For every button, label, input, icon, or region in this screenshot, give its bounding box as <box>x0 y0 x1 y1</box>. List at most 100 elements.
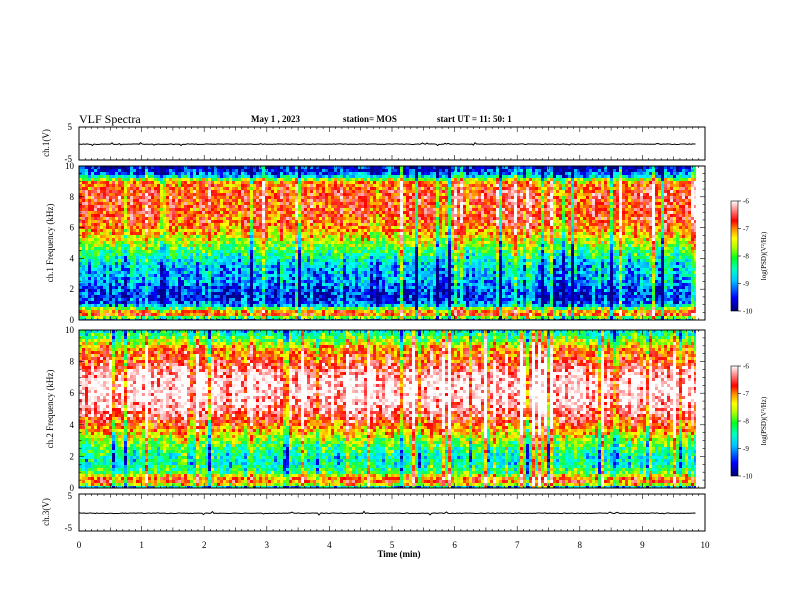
spectrogram-cell <box>100 238 104 242</box>
spectrogram-cell <box>181 223 185 227</box>
spectrogram-cell <box>106 310 110 314</box>
spectrogram-cell <box>127 199 131 203</box>
spectrogram-cell <box>322 286 326 290</box>
spectrogram-cell <box>277 313 281 317</box>
spectrogram-cell <box>199 247 203 251</box>
spectrogram-cell <box>100 256 104 260</box>
spectrogram-cell <box>130 298 134 302</box>
spectrogram-cell <box>277 187 281 191</box>
spectrogram-cell <box>316 178 320 182</box>
spectrogram-cell <box>271 187 275 191</box>
spectrogram-cell <box>283 274 287 278</box>
spectrogram-cell <box>301 184 305 188</box>
spectrogram-cell <box>91 256 95 260</box>
spectrogram-cell <box>142 169 146 173</box>
spectrogram-cell <box>133 208 137 212</box>
spectrogram-cell <box>274 316 278 320</box>
ch1-ytick-5: 5 <box>68 122 73 132</box>
spectrogram-cell <box>310 166 314 170</box>
spectrogram-cell <box>352 217 356 221</box>
spectrogram-cell <box>331 175 335 179</box>
spectrogram-cell <box>208 181 212 185</box>
spectrogram-cell <box>196 298 200 302</box>
spectrogram-cell <box>283 193 287 197</box>
spectrogram-cell <box>340 313 344 317</box>
spectrogram-cell <box>154 226 158 230</box>
spectrogram-cell <box>274 202 278 206</box>
spectrogram-cell <box>109 247 113 251</box>
spectrogram-cell <box>88 259 92 263</box>
spectrogram-cell <box>199 274 203 278</box>
spectrogram-cell <box>319 208 323 212</box>
spectrogram-cell <box>154 292 158 296</box>
spectrogram-cell <box>148 238 152 242</box>
spectrogram-cell <box>103 298 107 302</box>
spectrogram-cell <box>112 175 116 179</box>
spectrogram-cell <box>235 307 239 311</box>
spectrogram-cell <box>295 175 299 179</box>
spectrogram-cell <box>334 178 338 182</box>
spectrogram-cell <box>343 295 347 299</box>
spectrogram-cell <box>235 178 239 182</box>
spectrogram-cell <box>91 292 95 296</box>
spectrogram-cell <box>130 244 134 248</box>
spectrogram-cell <box>133 307 137 311</box>
spectrogram-cell <box>223 229 227 233</box>
spectrogram-cell <box>271 247 275 251</box>
spectrogram-cell <box>259 211 263 215</box>
spectrogram-cell <box>217 217 221 221</box>
spectrogram-cell <box>175 277 179 281</box>
spectrogram-cell <box>280 184 284 188</box>
spectrogram-cell <box>250 277 254 281</box>
spectrogram-cell <box>307 220 311 224</box>
spectrogram-cell <box>139 193 143 197</box>
spectrogram-cell <box>337 223 341 227</box>
spectrogram-cell <box>196 175 200 179</box>
spectrogram-cell <box>295 283 299 287</box>
spectrogram-cell <box>286 169 290 173</box>
spectrogram-cell <box>127 250 131 254</box>
spectrogram-cell <box>223 259 227 263</box>
spectrogram-cell <box>259 268 263 272</box>
spectrogram-cell <box>349 307 353 311</box>
spectrogram-cell <box>241 226 245 230</box>
spectrogram-cell <box>292 214 296 218</box>
spectrogram-cell <box>181 199 185 203</box>
spectrogram-cell <box>199 253 203 257</box>
spectrogram-cell <box>241 214 245 218</box>
spectrogram-cell <box>187 271 191 275</box>
spectrogram-cell <box>295 226 299 230</box>
spectrogram-cell <box>187 280 191 284</box>
spectrogram-cell <box>214 259 218 263</box>
spectrogram-cell <box>229 220 233 224</box>
spectrogram-cell <box>337 247 341 251</box>
spectrogram-cell <box>145 298 149 302</box>
spectrogram-cell <box>97 232 101 236</box>
spectrogram-cell <box>106 226 110 230</box>
spectrogram-cell <box>223 235 227 239</box>
spectrogram-cell <box>328 220 332 224</box>
spectrogram-cell <box>157 229 161 233</box>
spectrogram-cell <box>256 313 260 317</box>
spectrogram-cell <box>349 292 353 296</box>
spectrogram-cell <box>151 292 155 296</box>
spectrogram-cell <box>196 265 200 269</box>
spectrogram-cell <box>190 307 194 311</box>
spectrogram-cell <box>259 199 263 203</box>
spectrogram-cell <box>268 175 272 179</box>
spectrogram-cell <box>244 229 248 233</box>
spectrogram-cell <box>265 247 269 251</box>
spectrogram-cell <box>178 184 182 188</box>
spectrogram-cell <box>211 301 215 305</box>
spectrogram-cell <box>118 199 122 203</box>
spectrogram-cell <box>157 247 161 251</box>
spectrogram-cell <box>244 217 248 221</box>
spectrogram-cell <box>319 235 323 239</box>
spectrogram-cell <box>274 175 278 179</box>
spectrogram-cell <box>142 223 146 227</box>
spectrogram-cell <box>301 169 305 173</box>
spectrogram-cell <box>121 283 125 287</box>
spectrogram-cell <box>271 205 275 209</box>
spectrogram-cell <box>310 202 314 206</box>
spectrogram-cell <box>82 259 86 263</box>
